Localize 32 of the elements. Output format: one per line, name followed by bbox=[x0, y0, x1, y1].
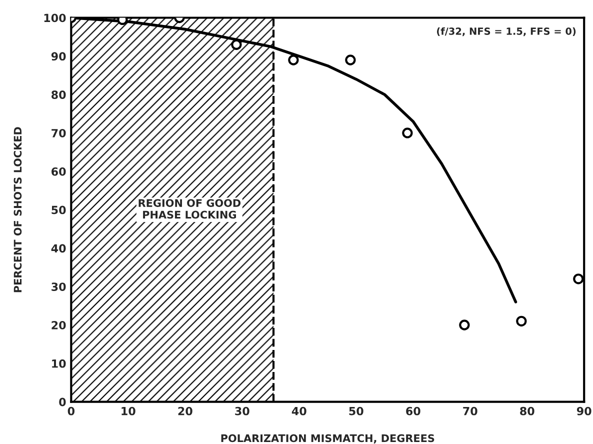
x-tick-label: 50 bbox=[349, 406, 364, 416]
point bbox=[231, 39, 242, 50]
point bbox=[402, 128, 413, 138]
y-tick-label: 70 bbox=[52, 128, 66, 138]
x-tick-label: 10 bbox=[122, 406, 136, 416]
point bbox=[573, 274, 584, 284]
y-tick-label: 60 bbox=[52, 167, 66, 176]
y-tick-label: 10 bbox=[52, 359, 66, 368]
x-tick-label: 60 bbox=[406, 406, 420, 416]
annotation: (f/32, NFS = 1.5, FFS = 0) bbox=[437, 27, 576, 36]
y-tick-label: 80 bbox=[52, 90, 66, 99]
y-tick-label: 40 bbox=[51, 244, 66, 253]
y-tick-label: 30 bbox=[52, 282, 66, 291]
y-tick-label: 90 bbox=[51, 52, 66, 61]
band-label: REGION OF GOOD PHASE LOCKING bbox=[138, 199, 241, 219]
x-tick-label: 40 bbox=[292, 406, 306, 416]
x-tick-label: 30 bbox=[235, 406, 250, 416]
x-tick-label: 20 bbox=[178, 406, 192, 416]
point bbox=[459, 320, 470, 330]
x-axis-title: POLARIZATION MISMATCH, DEGREES bbox=[221, 434, 434, 444]
y-axis-title: PERCENT OF SHOTS LOCKED bbox=[14, 127, 22, 292]
x-tick-label: 80 bbox=[520, 406, 534, 416]
y-tick-label: 20 bbox=[52, 320, 66, 330]
point bbox=[345, 54, 356, 66]
y-tick-label: 50 bbox=[52, 206, 66, 214]
point bbox=[516, 316, 527, 326]
y-tick-label: 100 bbox=[44, 14, 66, 22]
y-tick-label: 0 bbox=[59, 398, 66, 406]
x-tick-label: 90 bbox=[576, 406, 592, 416]
point bbox=[288, 54, 299, 66]
x-tick-label: 70 bbox=[463, 406, 478, 416]
x-tick-label: 0 bbox=[68, 406, 74, 416]
